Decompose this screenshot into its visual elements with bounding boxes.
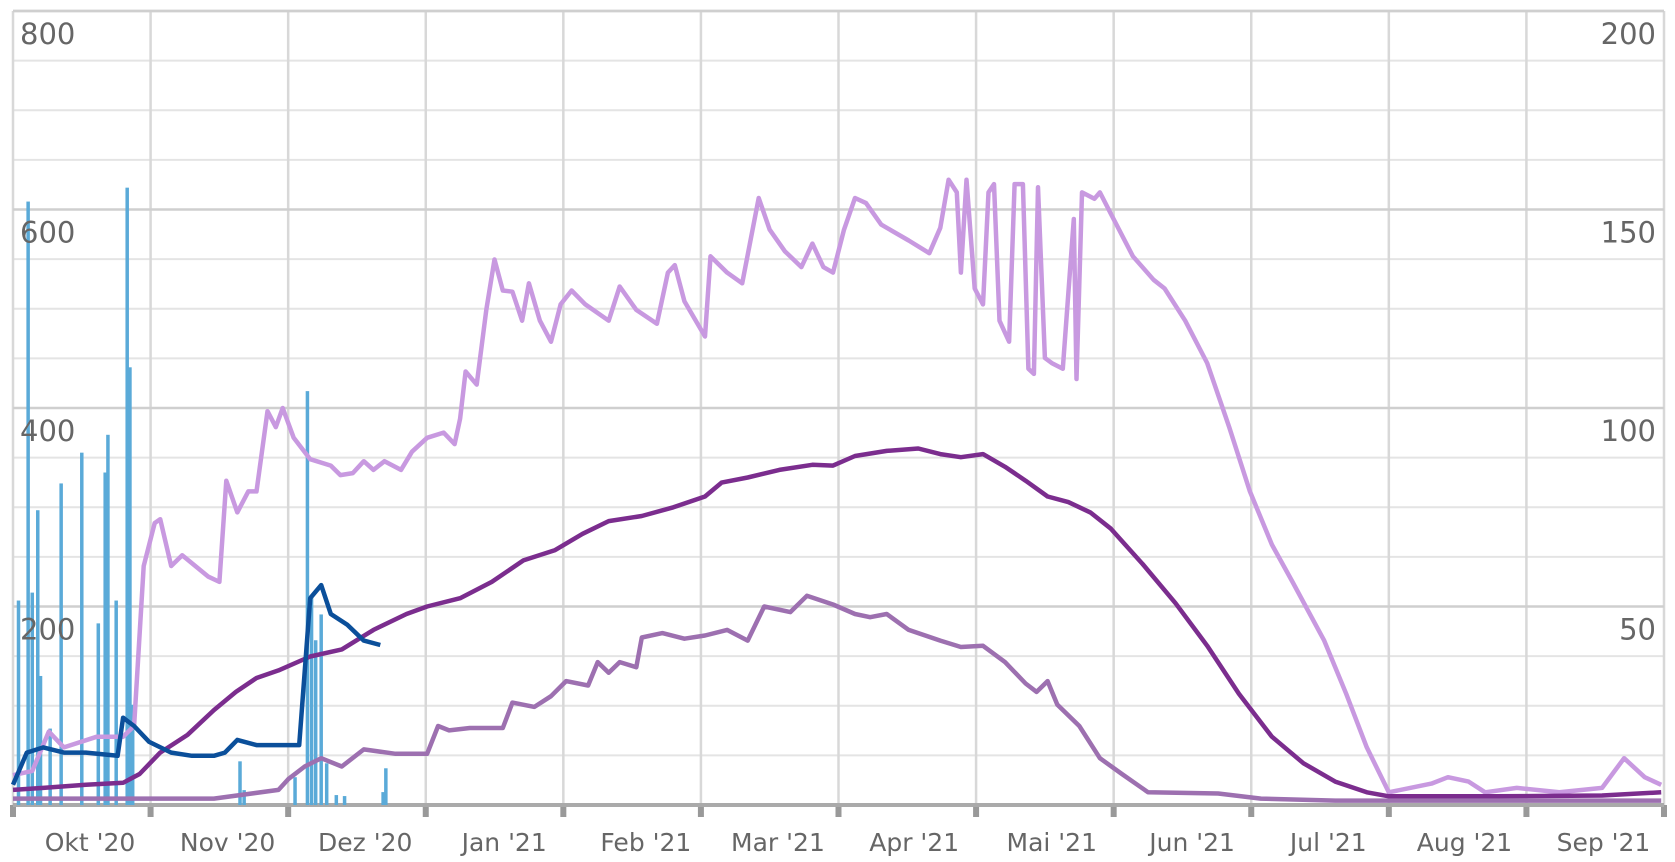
y2-tick-label: 50 (1619, 613, 1656, 647)
bar (305, 391, 310, 805)
bar (26, 201, 30, 805)
y-tick-label: 200 (20, 613, 75, 647)
bar (238, 761, 242, 805)
series-line (12, 446, 1662, 799)
bar (30, 592, 35, 805)
bar (384, 768, 388, 805)
y2-tick-label: 150 (1601, 216, 1656, 250)
bar (106, 434, 110, 805)
bars (16, 187, 388, 806)
bar (103, 472, 107, 805)
bar (80, 452, 84, 805)
bar (128, 367, 132, 805)
bar (36, 510, 40, 805)
x-tick-label: Jul '21 (1288, 828, 1367, 857)
y2-tick-label: 100 (1601, 414, 1656, 448)
bar (96, 623, 101, 805)
x-tick-label: Jan '21 (460, 828, 547, 857)
x-tick-label: Aug '21 (1417, 828, 1512, 857)
bar (381, 792, 385, 805)
bar (130, 704, 135, 805)
y2-tick-label: 200 (1601, 17, 1656, 51)
series-line (13, 593, 1662, 803)
bar (313, 640, 318, 805)
bar (334, 795, 339, 805)
bar (16, 600, 21, 805)
bar (342, 796, 347, 805)
bar (125, 187, 129, 806)
bar (309, 597, 314, 805)
labels: 200 400 600 800 50 100 150 200 Okt '20 Nov '20 Dez… (20, 17, 1656, 857)
x-tick-label: Feb '21 (600, 828, 691, 857)
bar (59, 483, 63, 805)
y-tick-label: 600 (20, 216, 75, 250)
x-tick-label: Dez '20 (318, 828, 412, 857)
x-tick-label: Okt '20 (45, 828, 136, 857)
bar (48, 728, 52, 805)
x-tick-label: Apr '21 (869, 828, 959, 857)
x-tick-label: Nov '20 (180, 828, 275, 857)
y-tick-label: 800 (20, 17, 75, 51)
bar (324, 763, 329, 805)
y-tick-label: 400 (20, 414, 75, 448)
series-line (12, 177, 1663, 795)
x-tick-label: Mai '21 (1007, 828, 1097, 857)
lines (10, 177, 1663, 803)
x-tick-label: Jun '21 (1147, 828, 1235, 857)
x-tick-label: Sep '21 (1557, 828, 1651, 857)
bar (38, 675, 43, 805)
x-tick-label: Mar '21 (731, 828, 825, 857)
bar (242, 790, 246, 805)
bar (114, 600, 118, 805)
grid (10, 9, 1667, 817)
series-line (10, 582, 381, 786)
bar (293, 777, 297, 805)
bar (319, 614, 323, 805)
